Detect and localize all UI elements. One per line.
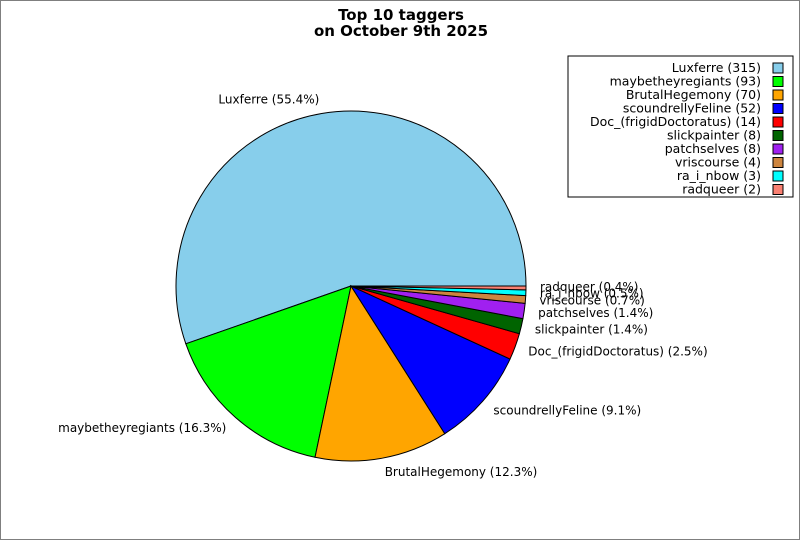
- legend-swatch-patchselves: [772, 143, 784, 155]
- legend-swatch-ra-i-nbow: [772, 170, 784, 182]
- slice-label-slickpainter: slickpainter (1.4%): [535, 322, 648, 336]
- pie-slice-maybetheyregiants: [185, 285, 352, 458]
- legend-swatch-radqueer: [772, 184, 784, 195]
- legend: Luxferre (315)maybetheyregiants (93)Brut…: [567, 55, 794, 198]
- legend-label-luxferre: Luxferre (315): [672, 60, 761, 75]
- legend-swatch-doc-frigiddoctoratus: [772, 116, 784, 128]
- slice-label-vriscourse: vriscourse (0.7%): [539, 294, 644, 308]
- legend-swatch-brutalhegemony: [772, 89, 784, 101]
- chart-title-line-2: on October 9th 2025: [314, 22, 488, 40]
- legend-label-radqueer: radqueer (2): [682, 182, 761, 197]
- slice-label-ra-i-nbow: ra_i_nbow (0.5%): [540, 286, 644, 300]
- legend-label-maybetheyregiants: maybetheyregiants (93): [610, 74, 761, 89]
- legend-label-ra-i-nbow: ra_i_nbow (3): [677, 168, 761, 183]
- chart-title-line-1: Top 10 taggers: [338, 6, 464, 24]
- legend-label-vriscourse: vriscourse (4): [675, 155, 761, 170]
- legend-label-doc-frigiddoctoratus: Doc_(frigidDoctoratus) (14): [590, 114, 761, 129]
- slice-label-radqueer: radqueer (0.4%): [540, 280, 639, 294]
- slice-label-brutalhegemony: BrutalHegemony (12.3%): [385, 465, 538, 479]
- legend-swatch-scoundrellyfeline: [772, 103, 784, 114]
- legend-label-scoundrellyfeline: scoundrellyFeline (52): [623, 101, 761, 116]
- pie-slice-brutalhegemony: [314, 284, 446, 462]
- legend-swatch-vriscourse: [772, 157, 784, 168]
- slice-label-patchselves: patchselves (1.4%): [538, 306, 653, 320]
- legend-label-patchselves: patchselves (8): [665, 141, 761, 156]
- legend-box: [567, 55, 794, 198]
- legend-label-slickpainter: slickpainter (8): [667, 128, 761, 143]
- legend-swatch-maybetheyregiants: [772, 76, 784, 87]
- legend-label-brutalhegemony: BrutalHegemony (70): [626, 87, 761, 102]
- pie-slice-scoundrellyfeline: [349, 284, 511, 435]
- slice-label-maybetheyregiants: maybetheyregiants (16.3%): [58, 421, 226, 435]
- legend-swatch-slickpainter: [772, 130, 784, 141]
- slice-label-doc-frigiddoctoratus: Doc_(frigidDoctoratus) (2.5%): [528, 344, 707, 358]
- slice-label-scoundrellyfeline: scoundrellyFeline (9.1%): [493, 403, 641, 417]
- pie-slice-radqueer: [350, 285, 527, 291]
- slice-label-luxferre: Luxferre (55.4%): [218, 93, 319, 107]
- legend-swatch-luxferre: [772, 62, 784, 74]
